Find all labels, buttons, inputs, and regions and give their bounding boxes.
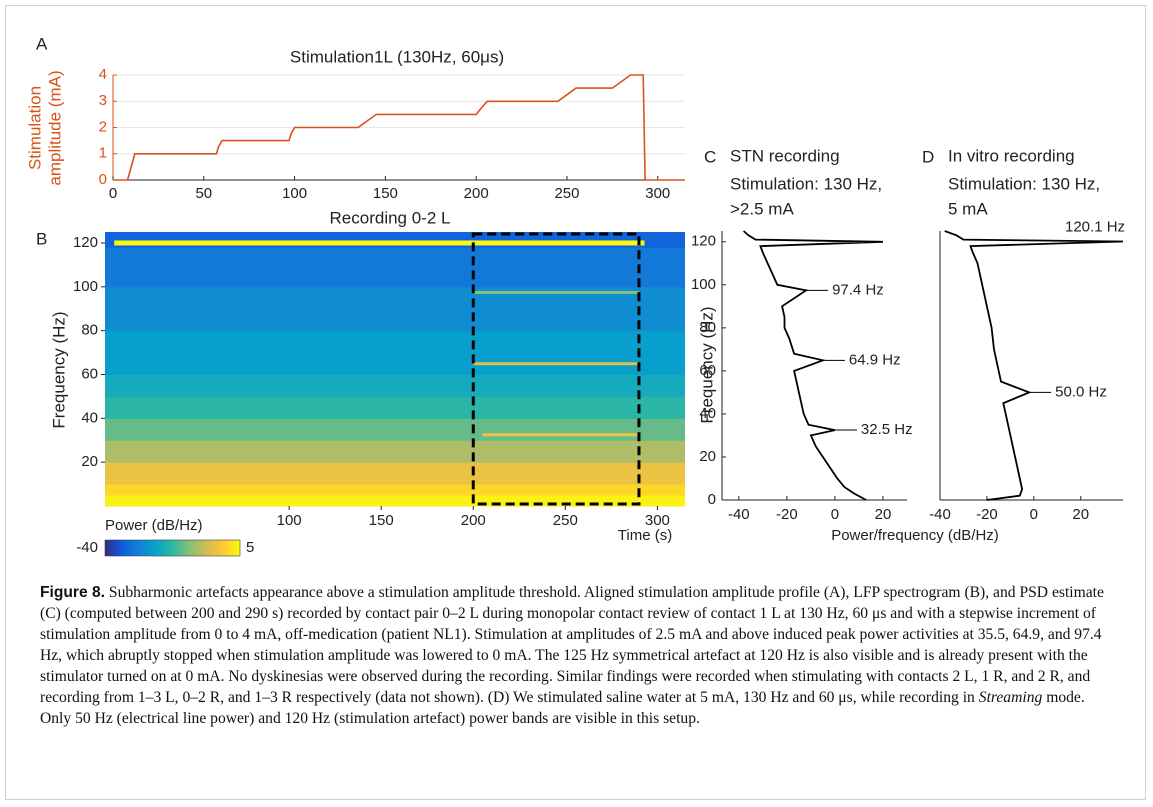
caption-text: Subharmonic artefacts appearance above a…	[40, 584, 1104, 706]
x-tick-label: 200	[464, 185, 489, 202]
annotation: 64.9 Hz	[849, 351, 901, 368]
psd-trace	[944, 230, 1124, 501]
y-tick-label: 100	[691, 276, 716, 293]
y-axis-label: amplitude (mA)	[45, 70, 64, 185]
annotation: 32.5 Hz	[861, 421, 913, 438]
annotation: 97.4 Hz	[832, 281, 884, 298]
x-tick-label: 20	[875, 506, 892, 523]
figure-frame	[5, 5, 1146, 800]
spectrogram-cell	[105, 396, 685, 419]
y-tick-label: 3	[99, 92, 107, 109]
spectrogram-cell	[105, 232, 685, 248]
colorbar-tick-label: -40	[76, 539, 98, 556]
spectral-band	[473, 362, 639, 366]
x-tick-label: 50	[195, 185, 212, 202]
spectrogram-cell	[105, 484, 685, 496]
y-tick-label: 20	[699, 448, 716, 465]
y-tick-label: 0	[708, 491, 716, 508]
panel-letter: B	[36, 229, 47, 248]
colorbar	[104, 539, 241, 557]
spectrogram-cell	[105, 418, 685, 441]
y-tick-label: 100	[73, 278, 98, 295]
x-tick-label: -20	[976, 506, 998, 523]
chart-title: Stimulation1L (130Hz, 60μs)	[290, 47, 504, 66]
chart-subtitle: Stimulation: 130 Hz,	[948, 174, 1100, 193]
colorbar-label: Power (dB/Hz)	[105, 517, 203, 534]
y-tick-label: 4	[99, 66, 107, 83]
chart-subtitle: Stimulation: 130 Hz,	[730, 174, 882, 193]
spectrogram-cell	[105, 286, 685, 332]
caption-italic: Streaming	[978, 689, 1043, 706]
figure-caption: Figure 8. Subharmonic artefacts appearan…	[40, 582, 1118, 729]
x-tick-label: 0	[109, 185, 117, 202]
spectral-band	[482, 433, 639, 437]
panel-letter: D	[922, 147, 934, 166]
y-tick-label: 20	[81, 453, 98, 470]
panel-letter: A	[36, 34, 48, 53]
annotation: 120.1 Hz	[1065, 219, 1125, 236]
spectrogram-cell	[105, 247, 685, 288]
x-tick-label: 100	[282, 185, 307, 202]
x-tick-label: 300	[645, 512, 670, 529]
spectrogram-cell	[105, 462, 685, 485]
x-tick-label: 250	[553, 512, 578, 529]
y-axis-label: Frequency (Hz)	[697, 306, 716, 423]
y-tick-label: 1	[99, 145, 107, 162]
panel-letter: C	[704, 147, 716, 166]
chart-title: STN recording	[730, 146, 840, 165]
figure: A Stimulation1L (130Hz, 60μs) Stimulatio…	[25, 34, 1125, 557]
y-tick-label: 2	[99, 118, 107, 135]
y-tick-label: 120	[691, 233, 716, 250]
x-tick-label: 0	[1030, 506, 1038, 523]
y-tick-label: 40	[81, 409, 98, 426]
chart-title: In vitro recording	[948, 146, 1075, 165]
spectral-band	[473, 290, 639, 294]
y-tick-label: 120	[73, 234, 98, 251]
x-tick-label: 250	[554, 185, 579, 202]
x-tick-label: -40	[929, 506, 951, 523]
spectrogram-cell	[105, 495, 685, 507]
analysis-window	[471, 232, 641, 506]
x-tick-label: 300	[645, 185, 670, 202]
x-tick-label: 20	[1072, 506, 1089, 523]
y-tick-label: 80	[699, 319, 716, 336]
y-tick-label: 40	[699, 405, 716, 422]
y-tick-label: 80	[81, 322, 98, 339]
chart-subtitle: >2.5 mA	[730, 199, 794, 218]
x-tick-label: 100	[277, 512, 302, 529]
colorbar-tick-label: 5	[246, 539, 254, 556]
amplitude-line	[113, 74, 685, 181]
y-tick-label: 60	[81, 365, 98, 382]
x-axis-label: Power/frequency (dB/Hz)	[831, 527, 999, 544]
x-tick-label: 0	[831, 506, 839, 523]
spectral-band	[114, 240, 645, 246]
x-tick-label: 150	[369, 512, 394, 529]
x-tick-label: -20	[776, 506, 798, 523]
y-tick-label: 0	[99, 171, 107, 188]
spectrogram-cell	[105, 374, 685, 397]
y-axis-label: Stimulation	[25, 86, 44, 170]
x-tick-label: -40	[728, 506, 750, 523]
y-axis-label: Frequency (Hz)	[49, 311, 68, 428]
x-axis-label: Time (s)	[618, 527, 672, 544]
psd-trace	[742, 230, 884, 501]
y-tick-label: 60	[699, 362, 716, 379]
chart-subtitle: 5 mA	[948, 199, 988, 218]
annotation: 50.0 Hz	[1055, 383, 1107, 400]
chart-title: Recording 0-2 L	[330, 208, 451, 227]
spectrogram-cell	[105, 440, 685, 463]
caption-label: Figure 8.	[40, 584, 105, 601]
spectrogram-cell	[105, 330, 685, 375]
x-tick-label: 150	[373, 185, 398, 202]
x-tick-label: 200	[461, 512, 486, 529]
caption-text: mode. Only 50 Hz (electrical line power)…	[40, 689, 1085, 727]
